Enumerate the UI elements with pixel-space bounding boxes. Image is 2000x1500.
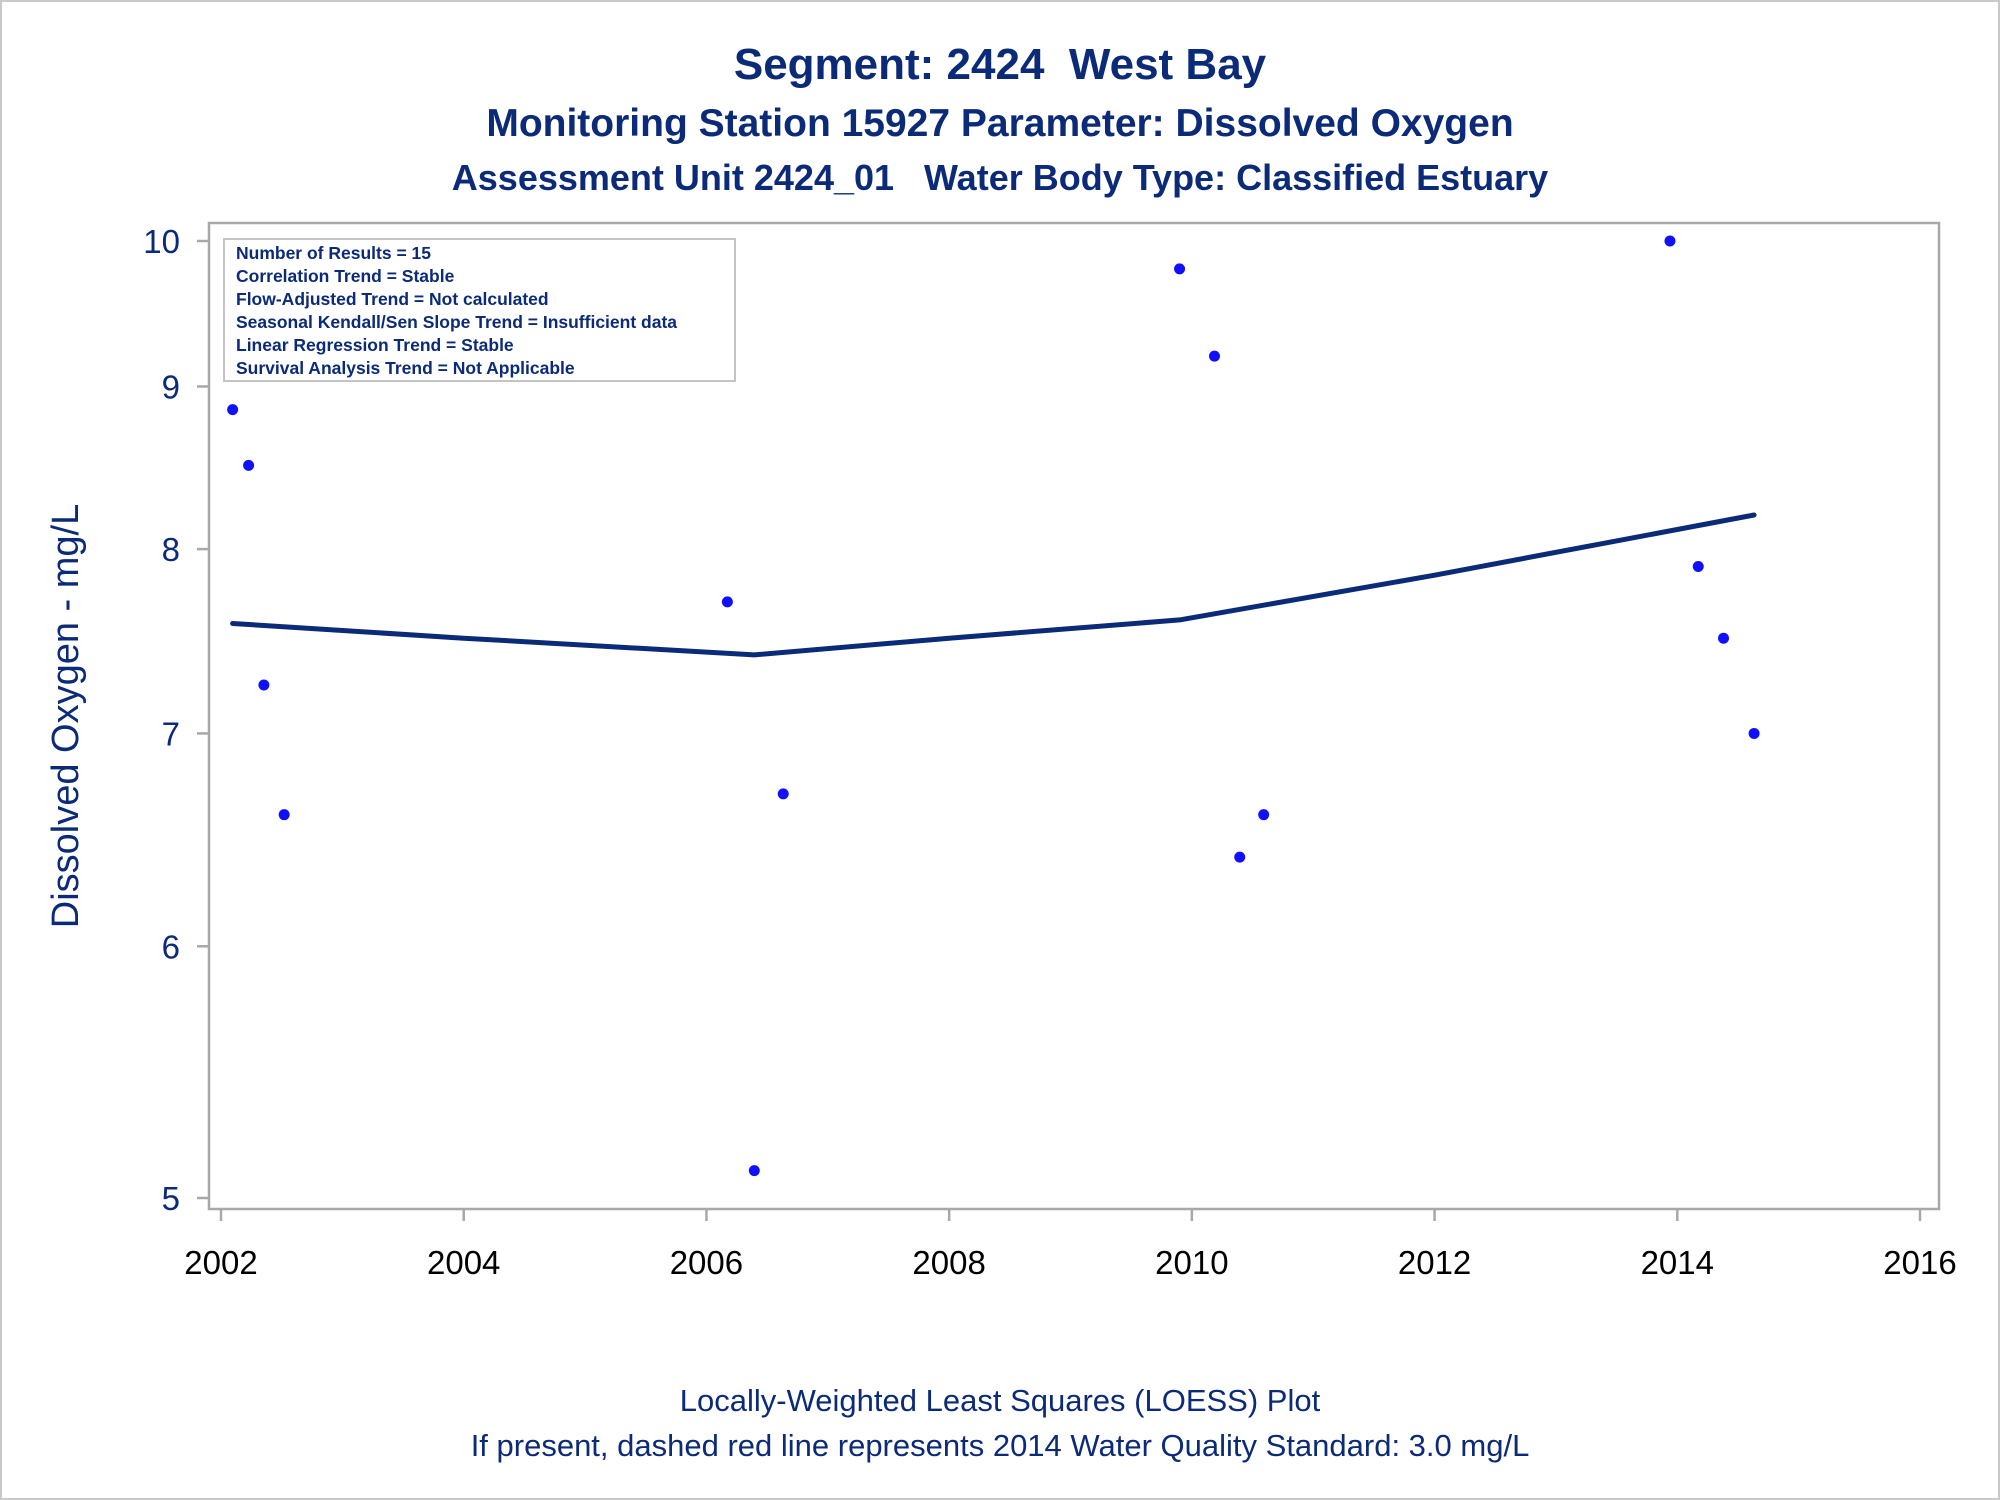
data-point: [777, 788, 789, 800]
chart-subtitle-station: Monitoring Station 15927 Parameter: Diss…: [486, 102, 1514, 145]
data-point: [1234, 851, 1246, 863]
data-point: [227, 404, 239, 416]
stats-box-border: [223, 238, 736, 382]
x-tick-label: 2014: [1641, 1244, 1714, 1281]
x-tick-label: 2004: [427, 1244, 500, 1281]
x-tick-label: 2016: [1883, 1244, 1956, 1281]
y-tick-label: 5: [162, 1180, 180, 1217]
y-tick-label: 7: [162, 715, 180, 752]
points-layer: [227, 235, 1760, 1177]
data-point: [748, 1165, 760, 1177]
stats-line-linear-regression: Linear Regression Trend = Stable: [236, 335, 514, 355]
x-tick-label: 2008: [912, 1244, 985, 1281]
data-point: [1174, 263, 1186, 275]
data-point: [1208, 350, 1220, 362]
stats-line-results: Number of Results = 15: [236, 243, 431, 263]
stats-line-survival-analysis: Survival Analysis Trend = Not Applicable: [236, 358, 575, 378]
x-axis: 2002 2004 2006 2008 2010 2012 2014 2016: [184, 1209, 1957, 1281]
footnote-standard: If present, dashed red line represents 2…: [470, 1428, 1530, 1463]
y-axis: 5 6 7 8 9 10: [143, 223, 209, 1217]
data-point: [1258, 809, 1270, 821]
data-point: [1664, 235, 1676, 247]
x-tick-label: 2002: [184, 1244, 257, 1281]
loess-layer: [230, 512, 1757, 658]
stats-line-correlation: Correlation Trend = Stable: [236, 266, 455, 286]
y-tick-label: 10: [143, 223, 180, 260]
data-point: [278, 809, 290, 821]
data-point: [243, 459, 255, 471]
footnote-loess: Locally-Weighted Least Squares (LOESS) P…: [679, 1383, 1321, 1418]
data-point: [1748, 727, 1760, 739]
y-axis-title: Dissolved Oxygen - mg/L: [45, 504, 87, 929]
x-tick-label: 2006: [670, 1244, 743, 1281]
y-tick-label: 6: [162, 928, 180, 965]
chart-subtitle-assessment: Assessment Unit 2424_01 Water Body Type:…: [451, 157, 1549, 198]
chart-title: Segment: 2424 West Bay: [733, 40, 1267, 89]
stats-line-seasonal-kendall: Seasonal Kendall/Sen Slope Trend = Insuf…: [236, 312, 677, 332]
stats-line-flow-adjusted: Flow-Adjusted Trend = Not calculated: [236, 289, 549, 309]
plot-area: [207, 221, 1941, 1211]
x-tick-label: 2010: [1155, 1244, 1228, 1281]
x-tick-label: 2012: [1398, 1244, 1471, 1281]
loess-line: [230, 512, 1757, 658]
data-point: [1692, 560, 1704, 572]
data-point: [1718, 632, 1730, 644]
data-point: [721, 596, 733, 608]
y-tick-label: 9: [162, 368, 180, 405]
data-point: [258, 679, 270, 691]
stats-box: Number of Results = 15 Correlation Trend…: [223, 238, 736, 382]
y-tick-label: 8: [162, 531, 180, 568]
